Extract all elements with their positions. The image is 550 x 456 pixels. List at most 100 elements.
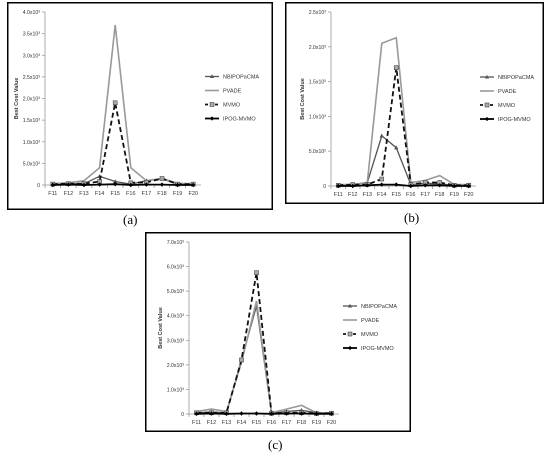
caption-a: (a): [123, 212, 138, 227]
y-tick-label: 4.0x10³: [167, 314, 185, 320]
chart-c: 0 1.0x10³ 2.0x10³ 3.0x10³ 4.0x10³ 5.0x10³ 6.0x…: [145, 232, 411, 432]
caption-b: (b): [404, 210, 420, 225]
y-tick-label: 5.0x10²: [23, 161, 41, 167]
legend-marker: [347, 303, 353, 308]
x-tick-label: F18: [435, 192, 444, 198]
y-axis-label: Best Cost Value: [14, 78, 20, 120]
series-line-mvmo: [52, 102, 194, 186]
legend-marker: [209, 116, 215, 121]
data-point-ipog-mvmo: [269, 411, 274, 416]
x-tick-label: F20: [464, 192, 473, 198]
y-tick-label: 2.5x10³: [309, 10, 327, 16]
data-point-ipog-mvmo: [394, 182, 399, 187]
data-point-nbipopacma: [394, 145, 399, 150]
y-tick-label: 3.0x10³: [23, 53, 41, 59]
x-tick-label: F11: [48, 191, 57, 197]
y-tick-label: 2.0x10³: [167, 363, 185, 369]
data-point-ipog-mvmo: [194, 411, 199, 416]
legend-label: NBIPOPaCMA: [361, 304, 397, 310]
y-tick-label: 1.5x10³: [23, 118, 41, 124]
data-point-ipog-mvmo: [50, 182, 55, 188]
data-point-ipog-mvmo: [224, 411, 229, 416]
legend-marker: [484, 102, 490, 108]
data-point-ipog-mvmo: [144, 182, 149, 187]
y-tick-label: 4.0x10³: [23, 10, 41, 16]
y-tick-label: 5.0x10²: [309, 149, 327, 155]
y-tick-label: 2.0x10³: [23, 97, 41, 103]
y-tick-label: 2.5x10³: [23, 75, 41, 81]
y-tick-label: 1.0x10³: [309, 114, 327, 120]
x-tick-label: F12: [348, 192, 357, 198]
data-point-ipog-mvmo: [423, 183, 428, 188]
data-point-ipog-mvmo: [81, 182, 87, 188]
legend-label: PVADE: [223, 89, 242, 95]
data-point-ipog-mvmo: [336, 183, 341, 189]
x-tick-label: F19: [450, 192, 459, 198]
x-tick-label: F13: [363, 192, 372, 198]
x-tick-label: F14: [377, 192, 386, 198]
series-line-ipog-mvmo: [52, 183, 194, 186]
legend-marker: [484, 116, 490, 122]
data-point-ipog-mvmo: [452, 183, 457, 189]
series-line-ipog-mvmo: [338, 183, 469, 187]
data-point-ipog-mvmo: [466, 183, 471, 189]
legend-label: NBIPOPaCMA: [223, 75, 259, 81]
legend-label: MVMO: [498, 103, 516, 109]
data-point-ipog-mvmo: [408, 183, 413, 189]
legend-marker: [347, 345, 353, 351]
y-tick-label: 3.0x10³: [167, 338, 185, 344]
legend-label: IPOG-MVMO: [498, 117, 531, 123]
data-point-ipog-mvmo: [379, 182, 384, 187]
x-tick-label: F12: [64, 191, 73, 197]
y-tick-label: 1.5x10³: [309, 80, 327, 86]
data-point-ipog-mvmo: [191, 182, 196, 188]
x-tick-label: F16: [267, 420, 276, 426]
x-tick-label: F14: [237, 420, 246, 426]
data-point-ipog-mvmo: [159, 182, 165, 187]
legend-label: PVADE: [361, 318, 380, 324]
legend-marker: [484, 74, 490, 79]
data-point-mvmo: [239, 357, 244, 363]
x-tick-label: F20: [188, 191, 197, 197]
legend-marker: [347, 331, 353, 337]
data-point-ipog-mvmo: [350, 183, 355, 189]
x-tick-label: F11: [334, 192, 343, 198]
x-tick-label: F15: [392, 192, 401, 198]
legend-label: IPOG-MVMO: [223, 117, 256, 123]
x-tick-label: F12: [207, 420, 216, 426]
series-line-pvade: [338, 36, 469, 186]
x-tick-label: F18: [297, 420, 306, 426]
y-tick-label: 3.5x10³: [23, 32, 41, 38]
x-tick-label: F20: [327, 420, 336, 426]
y-tick-label: 5.0x10³: [167, 289, 185, 295]
y-tick-label: 0: [181, 412, 184, 418]
legend-label: NBIPOPaCMA: [498, 75, 534, 81]
data-point-nbipopacma: [379, 133, 384, 138]
y-tick-label: 1.0x10³: [167, 387, 185, 393]
data-point-mvmo: [379, 176, 385, 182]
y-tick-label: 2.0x10³: [309, 45, 327, 51]
y-tick-label: 6.0x10³: [167, 265, 185, 271]
y-axis-label: Best Cost Value: [300, 78, 306, 120]
legend-label: MVMO: [223, 103, 241, 109]
x-tick-label: F16: [126, 191, 135, 197]
x-tick-label: F13: [79, 191, 88, 197]
legend-label: MVMO: [361, 332, 379, 338]
chart-a: 0 5.0x10² 1.0x10³ 1.5x10³ 2.0x10³ 2.5x10³ 3.0x…: [7, 2, 273, 210]
x-tick-label: F19: [173, 191, 182, 197]
y-tick-label: 0: [37, 183, 40, 189]
x-tick-label: F19: [312, 420, 321, 426]
x-tick-label: F17: [421, 192, 430, 198]
data-point-ipog-mvmo: [97, 182, 102, 187]
data-point-ipog-mvmo: [365, 183, 370, 188]
legend-marker: [209, 74, 215, 78]
chart-frame: [145, 232, 411, 432]
y-axis-label: Best Cost Value: [158, 307, 164, 349]
data-point-mvmo: [254, 270, 259, 276]
data-point-mvmo: [159, 176, 165, 181]
x-tick-label: F17: [142, 191, 151, 197]
legend-label: PVADE: [498, 89, 517, 95]
chart-frame: [285, 2, 544, 204]
x-tick-label: F15: [252, 420, 261, 426]
legend-marker: [209, 102, 215, 107]
